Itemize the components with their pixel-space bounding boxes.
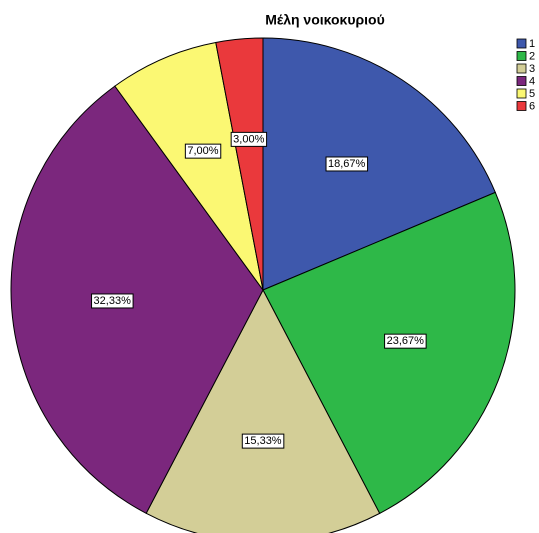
value-label-box <box>184 143 222 159</box>
pie-slice <box>145 288 381 533</box>
value-label: 3,00% <box>233 133 264 145</box>
legend-label: 5 <box>529 88 535 100</box>
value-label: 32,33% <box>94 295 132 307</box>
pie-slice <box>114 41 264 291</box>
legend-label: 6 <box>529 100 535 112</box>
value-label-box <box>230 131 268 147</box>
pie-slice <box>10 85 264 514</box>
value-label-box <box>325 156 369 172</box>
value-label: 7,00% <box>187 145 218 157</box>
value-label-box <box>241 433 285 449</box>
legend-label: 1 <box>529 38 535 50</box>
legend-swatch <box>516 88 527 99</box>
legend-label: 3 <box>529 63 535 75</box>
legend-swatch <box>516 63 527 74</box>
legend-swatch <box>516 101 527 111</box>
legend-label: 4 <box>529 75 535 87</box>
pie-slice <box>215 37 264 291</box>
pie-slice <box>262 37 496 291</box>
legend-label: 2 <box>529 50 535 62</box>
value-label: 18,67% <box>328 158 366 170</box>
legend-swatch <box>516 51 527 61</box>
pie-slice <box>262 191 516 515</box>
legend-swatch <box>516 76 527 86</box>
value-label: 23,67% <box>387 335 425 347</box>
chart-title: Μέλη νοικοκυριού <box>265 12 385 28</box>
value-label-box <box>384 333 427 349</box>
legend-swatch <box>516 38 527 49</box>
value-label-box <box>91 293 134 309</box>
value-label: 15,33% <box>244 435 282 447</box>
